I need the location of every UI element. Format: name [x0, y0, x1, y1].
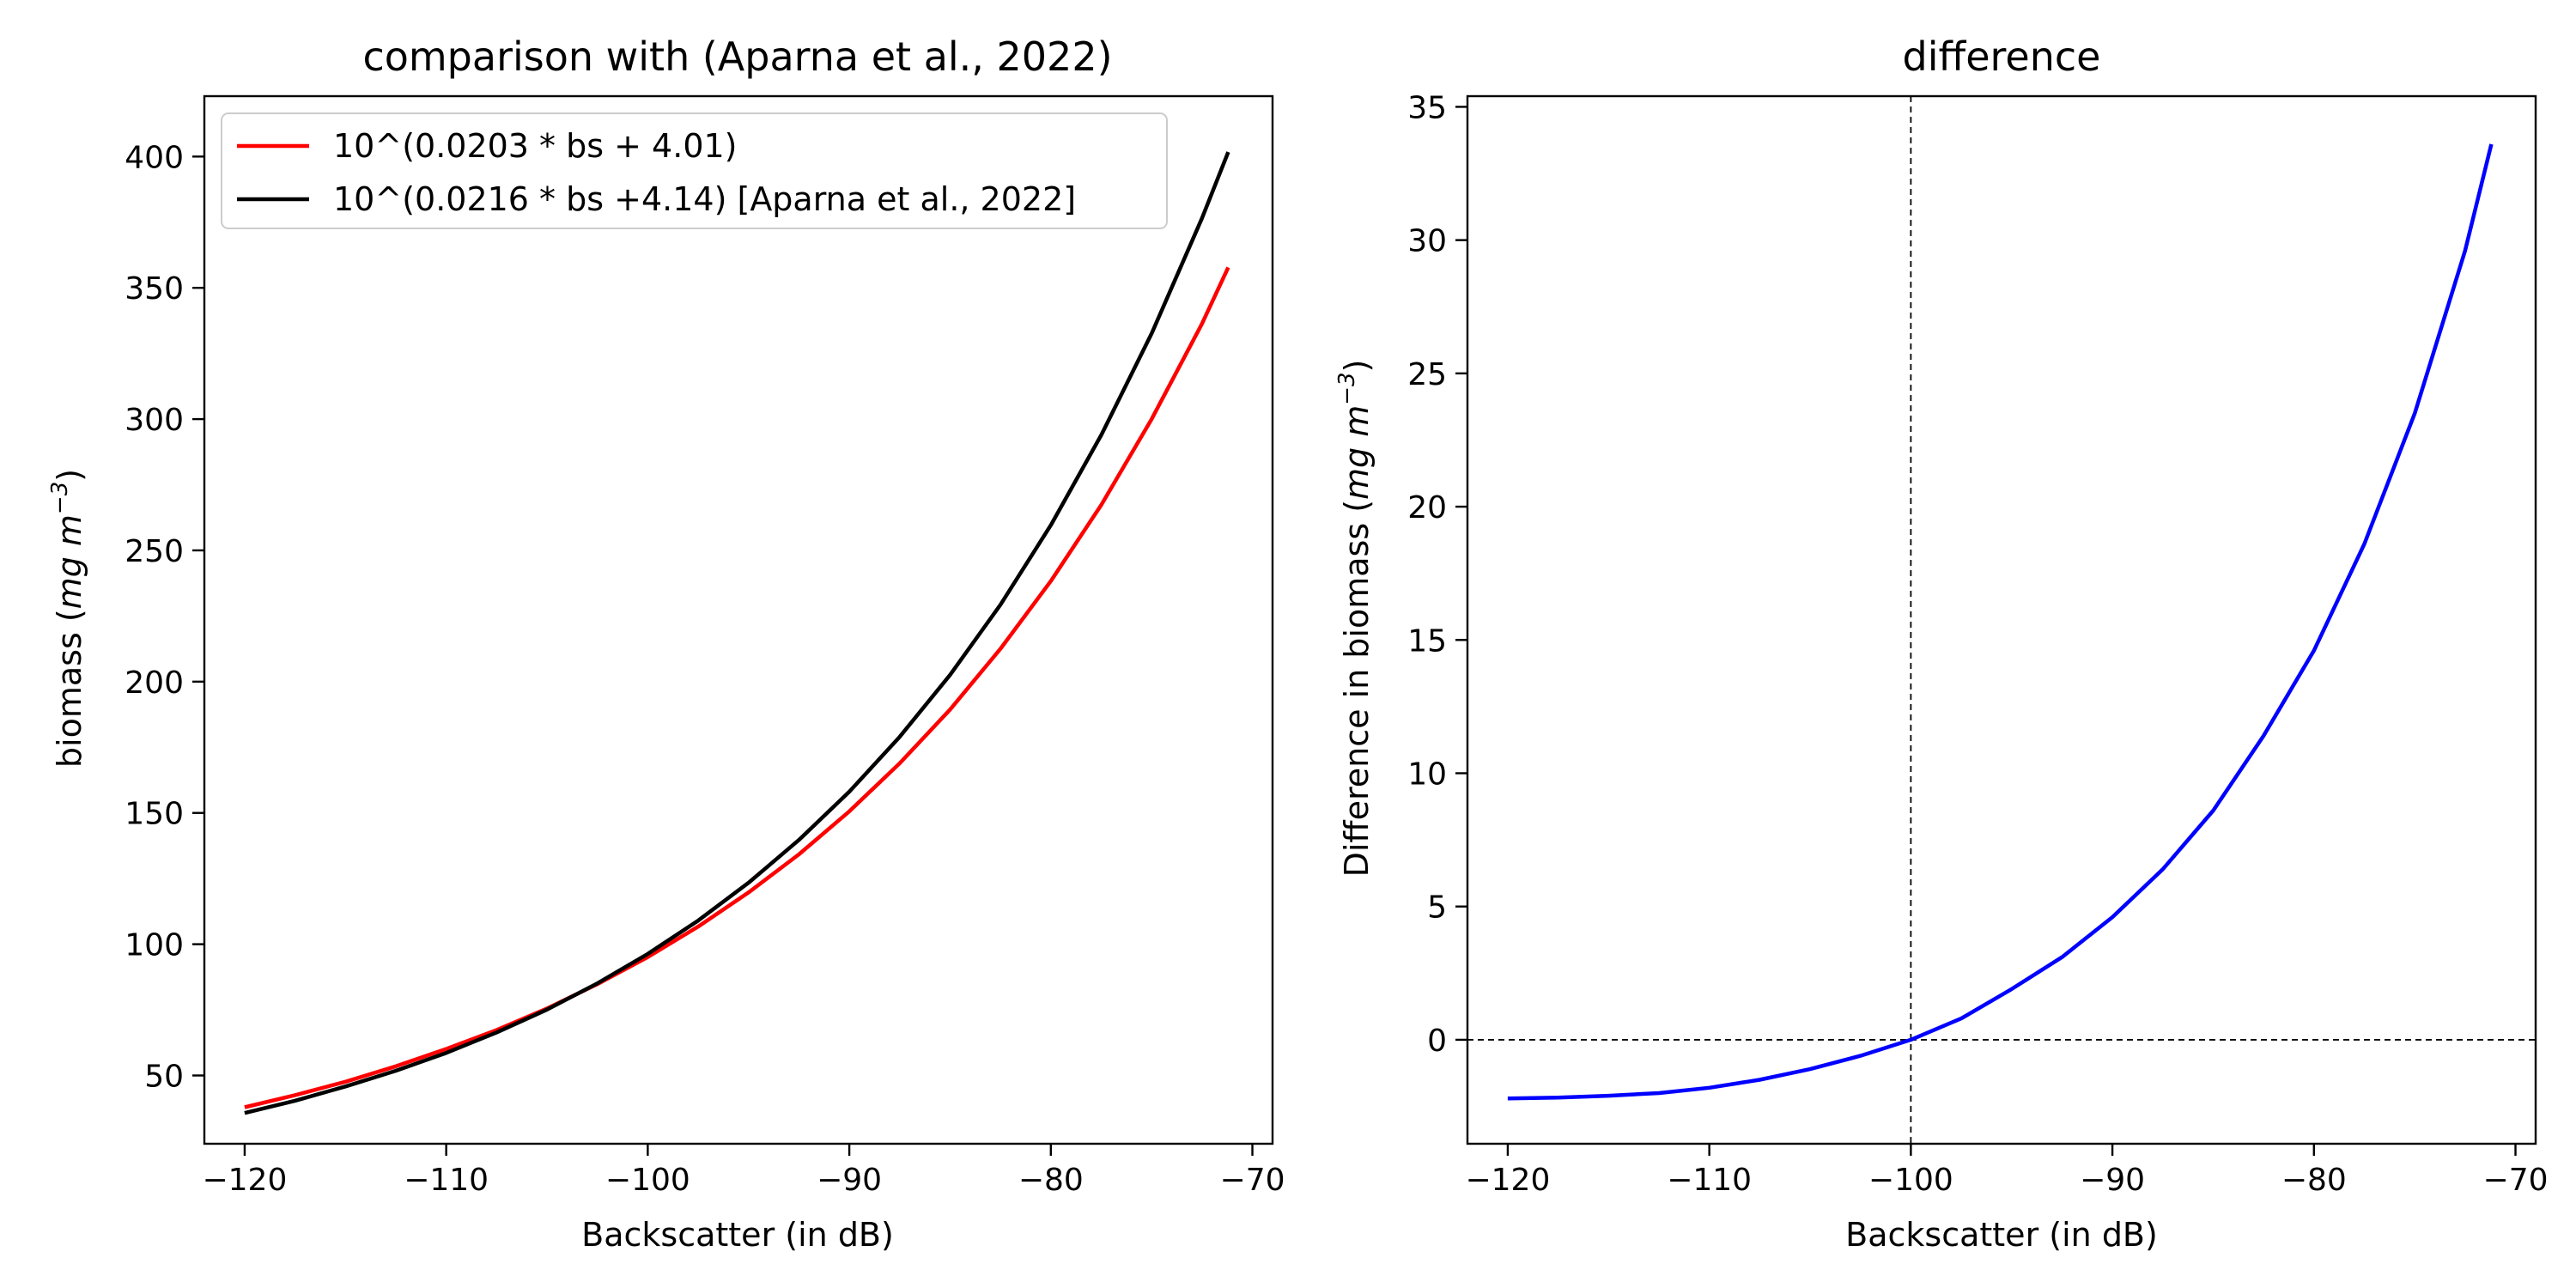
- right-y-axis-label: Difference in biomass (mg m−3): [1334, 360, 1376, 878]
- left-y-axis-label-unit: mg m: [51, 514, 88, 609]
- left-y-axis-label-close: ): [51, 469, 88, 482]
- left-x-tick-label: −90: [817, 1163, 882, 1198]
- right-y-tick-label: 0: [1427, 1024, 1447, 1059]
- left-y-tick-label: 250: [125, 534, 184, 569]
- left-series-line-1: [244, 151, 1230, 1115]
- right-y-tick-label: 30: [1407, 224, 1447, 259]
- right-series-line-0: [1507, 143, 2494, 1101]
- left-y-tick-label: 200: [125, 665, 184, 701]
- left-y-axis-label: biomass (mg m−3): [47, 469, 88, 768]
- right-x-tick-label: −120: [1465, 1163, 1550, 1198]
- left-plot-frame: [203, 94, 1274, 1145]
- right-y-axis-label-close: ): [1338, 360, 1376, 373]
- left-x-axis-label: Backscatter (in dB): [581, 1216, 894, 1254]
- right-x-tick-label: −90: [2080, 1163, 2145, 1198]
- right-x-tick-label: −100: [1868, 1163, 1953, 1198]
- left-y-tick-label: 100: [125, 928, 184, 963]
- right-panel: difference Backscatter (in dB) Differenc…: [1334, 33, 2549, 1254]
- left-legend-label-1: 10^(0.0216 * bs +4.14) [Aparna et al., 2…: [333, 180, 1076, 218]
- left-y-tick-label: 300: [125, 403, 184, 438]
- left-y-tick-label: 50: [144, 1060, 184, 1095]
- right-y-axis-label-text: Difference in biomass (: [1338, 500, 1376, 877]
- left-x-tick-label: −110: [404, 1163, 489, 1198]
- left-y-axis-label-text: biomass (: [51, 609, 88, 768]
- left-y-tick-label: 150: [125, 797, 184, 832]
- right-y-tick-label: 25: [1407, 357, 1447, 392]
- left-y-axis-label-exponent: −3: [47, 482, 73, 514]
- left-x-tick-label: −70: [1220, 1163, 1285, 1198]
- right-x-tick-label: −110: [1667, 1163, 1752, 1198]
- right-y-tick-label: 10: [1407, 756, 1447, 792]
- left-series-line-0: [244, 266, 1230, 1109]
- left-legend-box: [221, 112, 1168, 229]
- right-y-axis-label-exponent: −3: [1334, 372, 1360, 404]
- right-plot-frame: [1466, 94, 2537, 1145]
- left-x-tick-label: −100: [605, 1163, 690, 1198]
- right-x-tick-label: −70: [2483, 1163, 2549, 1198]
- right-y-axis-label-unit: mg m: [1338, 405, 1376, 500]
- left-y-tick-label: 400: [125, 140, 184, 175]
- right-y-tick-label: 20: [1407, 490, 1447, 526]
- left-chart-title: comparison with (Aparna et al., 2022): [362, 33, 1112, 80]
- left-y-tick-label: 350: [125, 271, 184, 307]
- left-x-tick-label: −120: [202, 1163, 287, 1198]
- left-legend-label-0: 10^(0.0203 * bs + 4.01): [333, 127, 738, 165]
- right-x-axis-label: Backscatter (in dB): [1845, 1216, 2158, 1254]
- left-x-tick-label: −80: [1018, 1163, 1084, 1198]
- right-y-tick-label: 15: [1407, 623, 1447, 659]
- left-panel: comparison with (Aparna et al., 2022) Ba…: [47, 33, 1285, 1254]
- right-y-tick-label: 5: [1427, 890, 1447, 926]
- right-x-tick-label: −80: [2281, 1163, 2347, 1198]
- right-y-tick-label: 35: [1407, 90, 1447, 125]
- left-legend: 10^(0.0203 * bs + 4.01) 10^(0.0216 * bs +…: [221, 112, 1168, 229]
- right-chart-title: difference: [1903, 33, 2101, 80]
